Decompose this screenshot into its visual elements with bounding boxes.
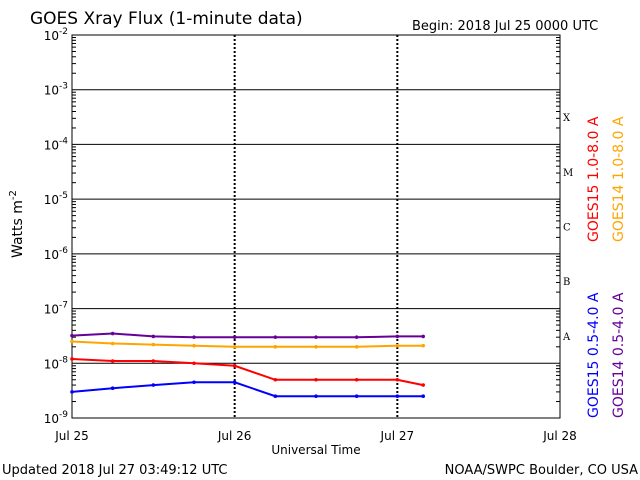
flare-class-label: B xyxy=(563,277,570,288)
series-point xyxy=(314,377,318,382)
series-point xyxy=(314,394,318,399)
series-point xyxy=(273,377,278,382)
series-line xyxy=(71,332,424,339)
flare-class-label: X xyxy=(563,113,571,124)
series-layer xyxy=(70,331,426,399)
series-point xyxy=(421,383,426,387)
series-point xyxy=(421,394,426,399)
updated-time: Updated 2018 Jul 27 03:49:12 UTC xyxy=(2,463,227,478)
series-point xyxy=(70,333,74,338)
series-point xyxy=(70,357,74,361)
legend-entry: GOES15 0.5-4.0 A xyxy=(586,292,602,418)
series-point xyxy=(421,343,426,348)
begin-time: Begin: 2018 Jul 25 0000 UTC xyxy=(412,19,598,34)
series-point xyxy=(273,345,278,349)
series-line xyxy=(71,381,424,398)
plot-frame xyxy=(71,34,561,419)
x-tick-label: Jul 26 xyxy=(217,429,252,443)
legend-entry: GOES15 1.0-8.0 A xyxy=(586,116,602,242)
chart-title: GOES Xray Flux (1-minute data) xyxy=(30,9,303,29)
series-point xyxy=(232,363,237,368)
x-axis-label: Universal Time xyxy=(271,443,360,457)
legend-entry: GOES14 0.5-4.0 A xyxy=(611,292,627,418)
data-source: NOAA/SWPC Boulder, CO USA xyxy=(445,463,638,478)
x-tick-label: Jul 27 xyxy=(380,429,415,443)
series-point xyxy=(354,335,359,339)
flare-class-labels: X M C B A xyxy=(562,113,573,343)
x-tick-label: Jul 28 xyxy=(542,429,577,443)
series-line xyxy=(71,358,424,387)
flare-class-label: A xyxy=(562,332,571,343)
series-point xyxy=(232,335,237,339)
y-axis-label: Watts m-2 xyxy=(8,190,26,258)
series-point xyxy=(192,335,196,339)
series-point xyxy=(192,343,196,348)
y-tick-label: 10-4 xyxy=(44,136,69,152)
y-tick-label: 10-8 xyxy=(44,355,69,371)
series-point xyxy=(232,380,237,385)
series-point xyxy=(110,331,115,336)
flare-class-label: M xyxy=(563,168,573,179)
series-point xyxy=(151,334,156,339)
y-tick-label: 10-5 xyxy=(44,191,68,207)
series-point xyxy=(314,335,318,339)
legend-entry: GOES14 1.0-8.0 A xyxy=(611,116,627,242)
series-point xyxy=(273,335,278,339)
x-tick-labels: Jul 25 Jul 26 Jul 27 Jul 28 xyxy=(54,429,577,443)
series-point xyxy=(151,342,156,347)
x-tick-label: Jul 25 xyxy=(54,429,89,443)
series-point xyxy=(354,394,359,399)
y-tick-label: 10-9 xyxy=(44,410,69,426)
flare-class-label: C xyxy=(563,223,571,234)
series-point xyxy=(232,345,237,349)
series-point xyxy=(70,339,74,344)
series-point xyxy=(395,343,400,348)
y-tick-label: 10-7 xyxy=(44,301,68,317)
y-tick-labels: 10-2 10-3 10-4 10-5 10-6 10-7 10-8 10-9 xyxy=(44,27,69,426)
series-point xyxy=(192,380,196,385)
series-point xyxy=(354,377,359,382)
grid xyxy=(72,35,560,418)
y-tick-label: 10-3 xyxy=(44,82,68,98)
series-point xyxy=(151,383,156,387)
series-point xyxy=(421,334,426,339)
series-point xyxy=(110,341,115,346)
y-tick-label: 10-6 xyxy=(44,246,69,262)
series-point xyxy=(395,334,400,339)
series-point xyxy=(354,345,359,349)
legend: GOES15 1.0-8.0 A GOES14 1.0-8.0 A GOES15 0… xyxy=(586,116,627,418)
series-point xyxy=(70,390,74,394)
series-point xyxy=(273,394,278,399)
series-point xyxy=(395,377,400,382)
series-point xyxy=(110,386,115,391)
series-point xyxy=(151,359,156,363)
series-point xyxy=(192,361,196,366)
series-line xyxy=(71,340,424,348)
y-tick-label: 10-2 xyxy=(44,27,68,43)
series-point xyxy=(110,359,115,363)
series-point xyxy=(395,394,400,399)
series-point xyxy=(314,345,318,349)
